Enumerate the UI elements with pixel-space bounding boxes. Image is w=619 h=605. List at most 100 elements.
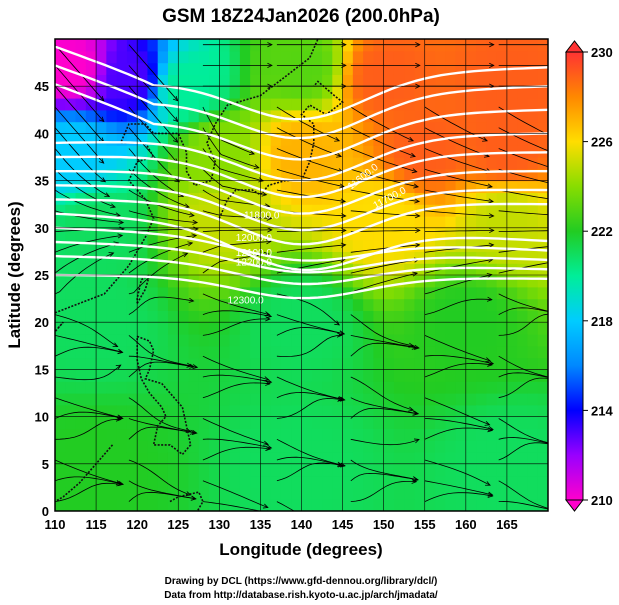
heatmap-cell (260, 227, 272, 241)
heatmap-cell (414, 39, 426, 52)
heatmap-cell (435, 487, 446, 500)
heatmap-cell (455, 334, 467, 347)
heatmap-cell (311, 227, 323, 241)
streamline (55, 476, 124, 485)
streamlines (55, 42, 565, 511)
heatmap-cell (476, 204, 487, 217)
heatmap-cell (455, 428, 467, 441)
heatmap-cell (126, 133, 138, 146)
heatmap-cell (435, 440, 446, 453)
streamline-arrow (112, 342, 119, 348)
streamline-arrow (115, 212, 121, 218)
heatmap-cell (229, 133, 241, 146)
streamline-arrow (267, 227, 273, 233)
streamline-arrow (267, 42, 273, 48)
heatmap-cell (239, 369, 251, 382)
heatmap-cell (198, 62, 210, 75)
heatmap-cell (322, 310, 333, 323)
heatmap-cell (435, 452, 446, 465)
heatmap-cell (270, 286, 282, 300)
heatmap-cell (404, 322, 416, 335)
heatmap-cell (301, 404, 313, 418)
streamline-arrow (115, 480, 122, 486)
heatmap-cell (517, 357, 529, 370)
heatmap-cell (147, 440, 159, 453)
heatmap-cell (311, 404, 323, 418)
heatmap-cell (424, 168, 436, 182)
heatmap-cell (435, 298, 446, 311)
streamline-arrow (408, 342, 415, 348)
heatmap-cell (198, 393, 210, 406)
heatmap-cell (537, 487, 548, 500)
heatmap-cell (250, 345, 262, 359)
heatmap-cell (137, 168, 149, 182)
heatmap-cell (157, 74, 169, 87)
heatmap-cell (96, 227, 107, 241)
streamline (424, 189, 494, 202)
heatmap-cell (55, 227, 66, 241)
heatmap-cell (85, 86, 97, 99)
heatmap-cell (424, 86, 436, 99)
heatmap-cell (167, 381, 179, 394)
heatmap-cell (116, 428, 128, 441)
heatmap-cell (137, 192, 149, 205)
heatmap-cell (167, 74, 179, 87)
heatmap-cell (209, 440, 220, 453)
heatmap-cell (527, 109, 539, 123)
heatmap-cell (85, 345, 97, 359)
heatmap-cell (229, 121, 241, 134)
heatmap-cell (147, 369, 159, 382)
heatmap-cell (280, 216, 292, 229)
heatmap-cell (301, 345, 313, 359)
heatmap-cell (517, 157, 529, 170)
heatmap-cell (311, 121, 323, 134)
heatmap-cell (137, 62, 149, 75)
heatmap-cell (486, 334, 498, 347)
heatmap-cell (250, 487, 262, 500)
heatmap-cell (311, 98, 323, 111)
heatmap-cell (137, 310, 149, 323)
heatmap-cell (291, 109, 303, 123)
heatmap-cell (352, 227, 364, 241)
heatmap-cell (229, 216, 241, 229)
heatmap-cell (75, 298, 87, 311)
heatmap-cell (137, 86, 149, 99)
heatmap-cell (404, 227, 416, 241)
heatmap-cell (291, 50, 303, 64)
heatmap-cell (414, 62, 426, 75)
heatmap-cell (496, 157, 508, 170)
contour-label: 12200.0 (236, 258, 273, 269)
streamline-arrow (337, 396, 344, 402)
streamline-arrow (488, 426, 494, 432)
heatmap-cell (506, 310, 518, 323)
heatmap-cell (506, 74, 518, 87)
heatmap-cell (332, 227, 344, 241)
heatmap-cell (280, 74, 292, 87)
heatmap-cell (393, 263, 405, 276)
heatmap-cell (116, 204, 128, 217)
streamline-arrow (560, 169, 565, 173)
heatmap-cell (465, 157, 477, 170)
heatmap-cell (239, 393, 251, 406)
heatmap-cell (229, 145, 241, 158)
heatmap-cell (188, 263, 200, 276)
heatmap-cell (424, 239, 436, 252)
heatmap-cell (476, 98, 487, 111)
heatmap-cell (445, 74, 457, 87)
heatmap-cell (506, 39, 518, 52)
heatmap-cell (157, 357, 169, 370)
heatmap-cell (332, 121, 344, 134)
heatmap-cell (75, 487, 87, 500)
heatmap-cell (527, 192, 539, 205)
heatmap-cell (55, 74, 66, 87)
heatmap-cell (106, 168, 118, 182)
heatmap-cell (209, 204, 220, 217)
streamline-arrow (413, 410, 420, 416)
heatmap-cell (342, 121, 354, 134)
heatmap-cell (342, 133, 354, 146)
heatmap-cell (260, 39, 272, 52)
heatmap-cell (65, 357, 77, 370)
heatmap-cell (178, 416, 190, 429)
heatmap-cell (496, 109, 508, 123)
heatmap-cell (219, 428, 231, 441)
